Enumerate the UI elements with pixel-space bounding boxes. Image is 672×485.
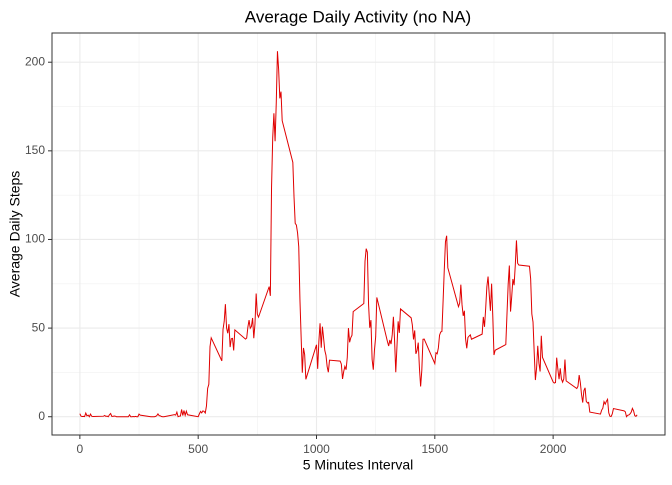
y-tick-label: 150 (25, 143, 45, 157)
x-tick-label: 2000 (540, 442, 567, 456)
x-tick-label: 1000 (303, 442, 330, 456)
y-tick-label: 100 (25, 232, 45, 246)
x-tick-label: 1500 (421, 442, 448, 456)
y-tick-label: 50 (32, 320, 46, 334)
panel-border (51, 32, 666, 436)
y-tick-label: 200 (25, 54, 45, 68)
y-tick-label: 0 (38, 409, 45, 423)
chart-title: Average Daily Activity (no NA) (245, 7, 471, 26)
x-tick-label: 0 (77, 442, 84, 456)
y-axis-label: Average Daily Steps (7, 171, 23, 298)
x-tick-label: 500 (188, 442, 208, 456)
x-axis-label: 5 Minutes Interval (303, 457, 414, 473)
data-line (79, 51, 638, 418)
